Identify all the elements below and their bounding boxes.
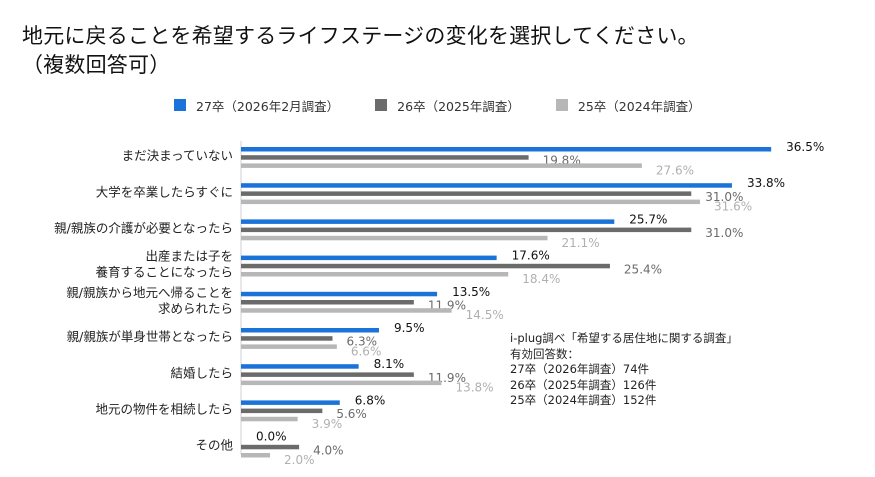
category-label: 求められたら [158, 301, 233, 316]
bar [241, 235, 548, 241]
bar [241, 364, 359, 369]
bar [241, 147, 772, 152]
bar [241, 380, 442, 386]
chart-title-line1: 地元に戻ることを希望するライフステージの変化を選択してください。 [22, 24, 699, 48]
data-label: 17.6% [512, 249, 550, 263]
data-label: 31.0% [705, 226, 743, 240]
bar [241, 291, 438, 297]
data-label: 14.5% [466, 308, 504, 322]
chart-legend: 27卒（2026年2月調査） 26卒（2025年調査） 25卒（2024年調査） [174, 96, 737, 114]
data-label: 5.6% [336, 407, 367, 421]
bar [241, 408, 323, 414]
bar [241, 255, 497, 261]
bar [241, 199, 700, 205]
bar [241, 336, 333, 341]
source-note-line: 25卒（2024年調査）152件 [510, 393, 657, 407]
data-label: 31.0% [705, 190, 743, 204]
bar [241, 272, 509, 277]
category-label: 大学を卒業したらすぐに [96, 184, 233, 199]
source-note-line: 26卒（2025年調査）126件 [510, 377, 657, 392]
category-label: 結婚したら [170, 365, 233, 380]
bar [241, 308, 452, 313]
bar [241, 227, 692, 233]
data-label: 33.8% [747, 176, 785, 190]
data-label: 3.9% [312, 417, 343, 431]
category-label: まだ決まっていない [122, 148, 233, 163]
chart-title-line2: （複数回答可） [22, 53, 171, 77]
data-label: 8.1% [374, 357, 405, 371]
data-label: 9.5% [394, 321, 425, 335]
legend-swatch-25 [555, 99, 568, 111]
data-label: 2.0% [284, 453, 315, 467]
bar [241, 219, 615, 224]
bar [241, 453, 271, 458]
bar [241, 191, 692, 196]
source-note-line: 有効回答数： [510, 346, 579, 361]
bar [241, 344, 337, 349]
data-label: 13.8% [455, 381, 493, 395]
category-label: 出産または子を [145, 249, 233, 264]
category-label: 親/親族の介護が必要となったら [54, 221, 233, 236]
bar [241, 372, 414, 377]
source-note-line: i-plug調べ「希望する居住地に関する調査」 [510, 331, 738, 345]
legend-item-26: 26卒（2025年調査） [375, 96, 520, 115]
bar [241, 416, 298, 422]
category-label: 養育することになったら [95, 265, 233, 280]
data-label: 18.4% [522, 272, 560, 286]
legend-label-27: 27卒（2026年2月調査） [196, 98, 340, 114]
data-label: 25.7% [629, 212, 667, 226]
bar [241, 300, 414, 305]
data-label: 6.6% [351, 344, 382, 358]
legend-swatch-26 [375, 99, 388, 111]
bar [241, 400, 340, 405]
data-label: 31.6% [714, 200, 752, 214]
category-label: その他 [195, 438, 233, 453]
legend-item-27: 27卒（2026年2月調査） [174, 96, 339, 115]
data-label: 6.3% [347, 335, 378, 349]
data-label: 25.4% [624, 262, 662, 276]
legend-label-26: 26卒（2025年調査） [397, 98, 520, 114]
legend-swatch-27 [174, 99, 186, 111]
bar [241, 155, 529, 160]
bar [241, 163, 642, 168]
legend-label-25: 25卒（2024年調査） [577, 98, 701, 114]
data-label: 36.5% [786, 140, 824, 154]
category-label: 親/親族が単身世帯となったら [67, 329, 233, 344]
data-label: 4.0% [313, 443, 344, 457]
category-label: 親/親族から地元へ帰ることを [66, 285, 233, 300]
data-label: 6.8% [355, 393, 386, 407]
legend-item-25: 25卒（2024年調査） [555, 96, 701, 115]
data-label: 27.6% [656, 163, 694, 177]
bar [241, 444, 300, 450]
bar [241, 263, 610, 269]
chart-title: 地元に戻ることを希望するライフステージの変化を選択してください。 （複数回答可） [22, 22, 862, 80]
source-note: i-plug調べ「希望する居住地に関する調査」 有効回答数： 27卒（2026年… [510, 331, 738, 409]
data-label: 13.5% [452, 285, 490, 299]
data-label: 21.1% [561, 236, 599, 250]
source-note-line: 27卒（2026年調査）74件 [510, 362, 650, 376]
category-label: 地元の物件を相続したら [95, 402, 233, 417]
bar [241, 183, 732, 188]
data-label: 0.0% [256, 430, 287, 444]
bar [241, 328, 379, 333]
